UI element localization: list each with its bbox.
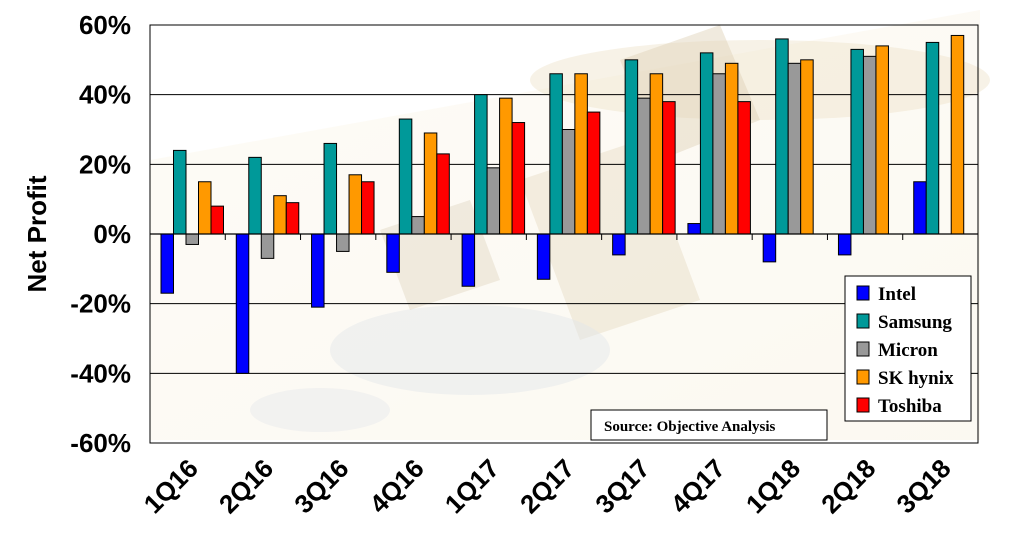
bar-intel [612,233,626,256]
legend-label: SK hynix [878,368,954,389]
x-category-label: 2Q18 [815,453,881,519]
source-annotation: Source: Objective Analysis [590,409,828,441]
x-category-label: 1Q16 [138,453,204,519]
bar-toshiba [361,181,375,235]
y-tick-label: 0% [93,219,131,249]
y-tick-label: 60% [79,10,131,40]
x-category-label: 4Q17 [665,453,731,519]
x-category-label: 3Q18 [890,453,956,519]
bar-intel [762,233,777,263]
legend-label: Intel [878,284,916,305]
bar-samsung [173,149,187,235]
bar-samsung [775,38,789,235]
legend-label: Micron [878,340,938,361]
bar-intel [913,181,927,235]
legend-swatch [856,313,870,329]
y-axis-ticks: 60% 40% 20% 0% -20% -40% -60% [70,10,131,458]
bar-toshiba [210,205,224,235]
bar-sk-hynix [574,73,588,235]
legend-label: Toshiba [878,396,942,417]
bar-toshiba [737,101,751,235]
bar-micron [411,216,425,235]
legend-label: Samsung [878,312,952,333]
x-axis-categories: 1Q16 2Q16 3Q16 4Q16 1Q17 2Q17 3Q17 4Q17 1Q18 2Q18… [138,453,957,519]
bar-toshiba [662,101,676,235]
y-tick-label: -20% [70,289,131,319]
bar-micron [486,167,501,235]
x-category-label: 4Q16 [364,453,430,519]
source-box [590,409,828,441]
source-text: Source: Objective Analysis [604,419,776,435]
bar-micron [712,73,726,235]
bar-micron [561,129,576,235]
bar-micron [787,62,802,235]
zero-line [150,233,978,240]
bar-sk-hynix [198,181,212,235]
legend-swatch [856,341,870,357]
legend-swatch [856,397,870,413]
bar-micron [862,55,877,235]
bar-sk-hynix [273,195,287,235]
bar-sk-hynix [348,174,363,235]
bar-intel [461,233,476,287]
bar-toshiba [586,111,601,235]
legend-swatch [856,369,870,385]
bar-intel [536,233,551,280]
bar-toshiba [285,202,300,235]
y-axis-label: Net Profit [22,175,52,292]
bar-intel [160,233,174,294]
bar-intel [386,233,400,273]
bar-samsung [323,142,338,235]
legend: Intel Samsung Micron SK hynix Toshiba [844,275,972,422]
bar-intel [311,233,325,308]
bar-samsung [925,41,940,235]
x-category-label: 2Q16 [213,453,279,519]
y-tick-label: -60% [70,428,131,458]
bar-sk-hynix [875,45,889,235]
bar-toshiba [436,153,450,235]
bar-sk-hynix [950,34,965,235]
x-category-label: 1Q18 [740,453,806,519]
y-tick-label: 20% [79,149,131,179]
bar-samsung [624,59,639,235]
bar-micron [637,97,651,235]
y-tick-label: 40% [79,80,131,110]
y-tick-label: -40% [70,358,131,388]
bar-sk-hynix [423,132,438,235]
bar-micron [185,233,199,245]
bar-samsung [850,48,864,235]
bar-intel [687,223,701,235]
bar-sk-hynix [800,59,814,235]
x-category-label: 1Q17 [439,453,505,519]
bar-toshiba [511,122,526,235]
x-category-label: 3Q17 [589,453,655,519]
x-category-label: 2Q17 [514,453,580,519]
bar-sk-hynix [724,62,739,235]
bar-samsung [699,52,714,235]
bar-samsung [398,118,413,235]
bar-samsung [549,73,563,235]
bar-micron [336,233,350,252]
legend-swatch [856,285,870,301]
bar-sk-hynix [649,73,664,235]
x-category-label: 3Q16 [288,453,354,519]
bar-intel [235,233,250,374]
bar-samsung [474,94,488,235]
bar-sk-hynix [499,97,513,235]
bar-intel [837,233,852,256]
bar-micron [260,233,275,259]
bar-samsung [248,156,262,235]
